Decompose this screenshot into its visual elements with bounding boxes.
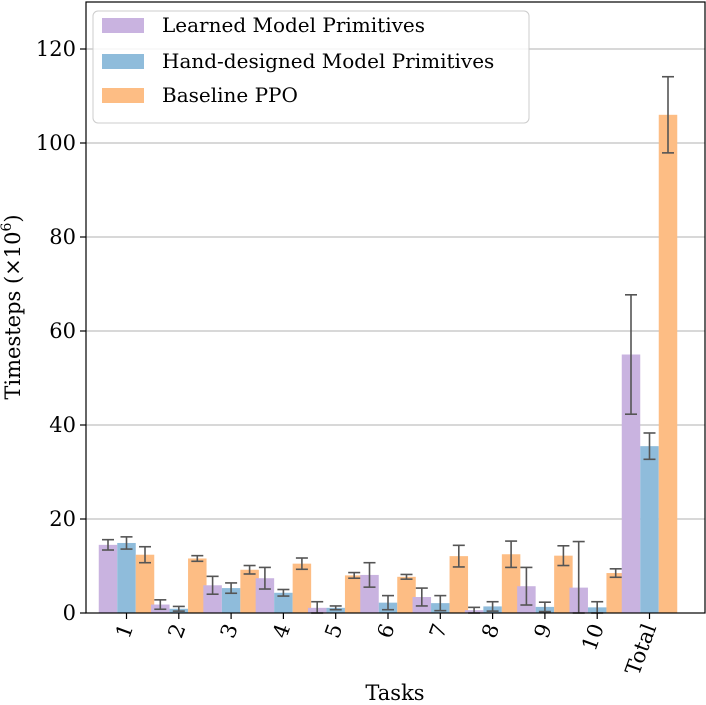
x-tick-label: 2 <box>163 621 190 642</box>
x-tick-label: 5 <box>320 621 347 642</box>
x-tick-label: 9 <box>529 621 556 642</box>
y-axis-label-main: Timesteps (×10 <box>1 232 25 400</box>
bar <box>255 578 275 613</box>
x-axis-ticks: 1 2 3 4 5 6 7 8 9 10 Total <box>111 613 661 678</box>
bar <box>203 585 222 613</box>
x-tick-label: 7 <box>425 621 452 642</box>
x-tick-label: 8 <box>477 621 504 642</box>
bar <box>188 558 207 613</box>
legend-label: Baseline PPO <box>162 83 298 107</box>
x-tick-label: 4 <box>268 621 295 642</box>
gridlines <box>86 48 705 614</box>
plot-frame <box>85 1 706 614</box>
y-tick-label: 120 <box>36 37 76 61</box>
y-axis-label-exponent: 6 <box>0 223 15 232</box>
bar <box>554 555 573 613</box>
bar <box>621 354 641 613</box>
bar <box>274 592 293 613</box>
bar <box>606 573 625 613</box>
x-tick-label: 6 <box>373 621 400 642</box>
y-axis-label-close: ) <box>1 214 25 222</box>
bar <box>397 576 416 613</box>
bar <box>344 575 364 613</box>
error-bars <box>102 75 674 614</box>
bar <box>449 556 469 613</box>
y-tick-label: 40 <box>49 413 76 437</box>
bar <box>117 542 136 613</box>
x-tick-label: 1 <box>111 621 138 642</box>
legend-swatch <box>102 18 144 33</box>
x-tick-label: 3 <box>216 621 243 642</box>
y-tick-label: 20 <box>49 507 76 531</box>
bar <box>501 554 521 613</box>
bar <box>240 569 259 613</box>
legend-label: Hand-designed Model Primitives <box>162 49 494 73</box>
y-tick-label: 100 <box>36 131 76 155</box>
y-tick-label: 60 <box>49 319 76 343</box>
legend-swatch <box>102 88 144 103</box>
bar <box>360 574 379 613</box>
bar <box>658 114 678 614</box>
bar <box>135 554 155 613</box>
y-axis-label: Timesteps (×106) <box>0 214 25 399</box>
legend-swatch <box>102 54 144 69</box>
legend: Learned Model Primitives Hand-designed M… <box>92 10 530 124</box>
x-tick-label: 10 <box>577 621 609 654</box>
legend-frame <box>92 10 530 124</box>
y-tick-label: 80 <box>49 225 76 249</box>
bar <box>221 588 241 613</box>
bars <box>98 114 678 614</box>
legend-label: Learned Model Primitives <box>162 13 425 37</box>
x-axis-label: Tasks <box>365 681 424 705</box>
x-tick-label: Total <box>621 620 662 678</box>
bar <box>98 544 118 613</box>
bar <box>292 563 312 613</box>
y-tick-label: 0 <box>63 601 76 625</box>
y-axis-ticks: 0 20 40 60 80 100 120 <box>36 37 86 625</box>
bar <box>640 446 659 613</box>
